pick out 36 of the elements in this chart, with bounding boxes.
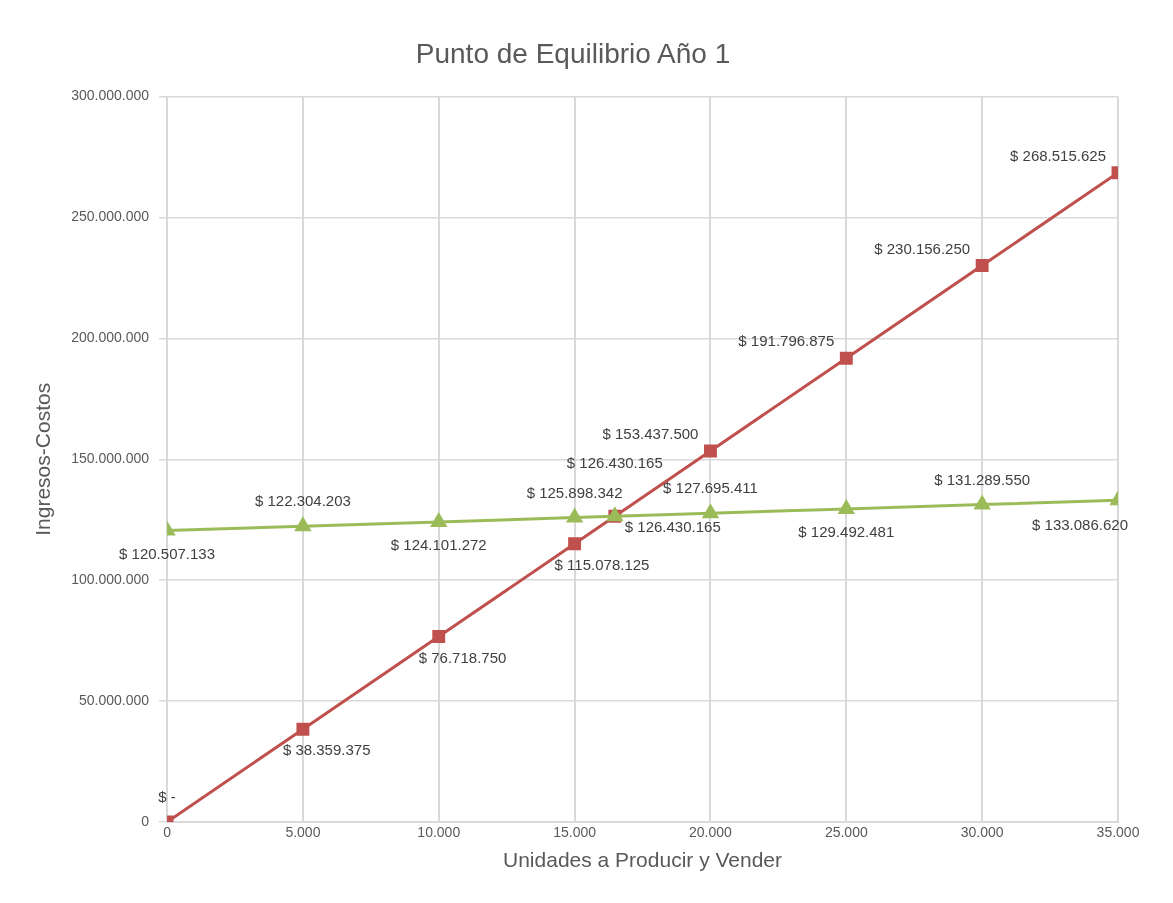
x-tick-label: 5.000 (285, 824, 321, 841)
data-label: $ 126.430.165 (624, 518, 721, 536)
data-label: $ 133.086.620 (1032, 516, 1128, 534)
data-label: $ 122.304.203 (254, 492, 351, 510)
y-tick-label: 150.000.000 (71, 450, 150, 467)
data-label: $ 125.898.342 (526, 483, 623, 501)
data-label: $ 120.507.133 (119, 544, 216, 562)
data-label: $ 153.437.500 (602, 425, 699, 443)
x-tick-label: 0 (163, 824, 172, 841)
y-tick-label: 100.000.000 (71, 571, 150, 588)
data-label: $ 131.289.550 (934, 470, 1031, 488)
chart-title: Punto de Equilibrio Año 1 (415, 37, 731, 69)
x-tick-label: 10.000 (417, 824, 461, 841)
data-label: $ 191.796.875 (738, 332, 835, 350)
data-label: $ 268.515.625 (1010, 146, 1106, 164)
y-tick-label: 200.000.000 (71, 329, 150, 346)
y-tick-label: 0 (141, 812, 150, 829)
data-label: $ 127.695.411 (663, 479, 758, 497)
data-label: $ - (158, 788, 176, 806)
data-label: $ 126.430.165 (566, 454, 663, 472)
data-label: $ 76.718.750 (418, 648, 507, 666)
data-label: $ 230.156.250 (874, 239, 971, 257)
x-tick-label: 25.000 (824, 824, 868, 841)
data-label: $ 129.492.481 (798, 523, 895, 541)
y-tick-label: 50.000.000 (78, 691, 150, 708)
data-label: $ 38.359.375 (282, 741, 371, 759)
y-axis-title: Ingresos-Costos (31, 382, 55, 536)
x-tick-label: 15.000 (553, 824, 597, 841)
x-tick-label: 30.000 (960, 824, 1004, 841)
x-tick-label: 35.000 (1096, 824, 1140, 841)
x-axis-title: Unidades a Producir y Vender (503, 848, 783, 872)
x-tick-label: 20.000 (689, 824, 733, 841)
data-label: $ 124.101.272 (390, 536, 487, 554)
y-tick-label: 300.000.000 (71, 87, 150, 104)
y-tick-label: 250.000.000 (71, 208, 150, 225)
data-label: $ 115.078.125 (554, 555, 650, 573)
